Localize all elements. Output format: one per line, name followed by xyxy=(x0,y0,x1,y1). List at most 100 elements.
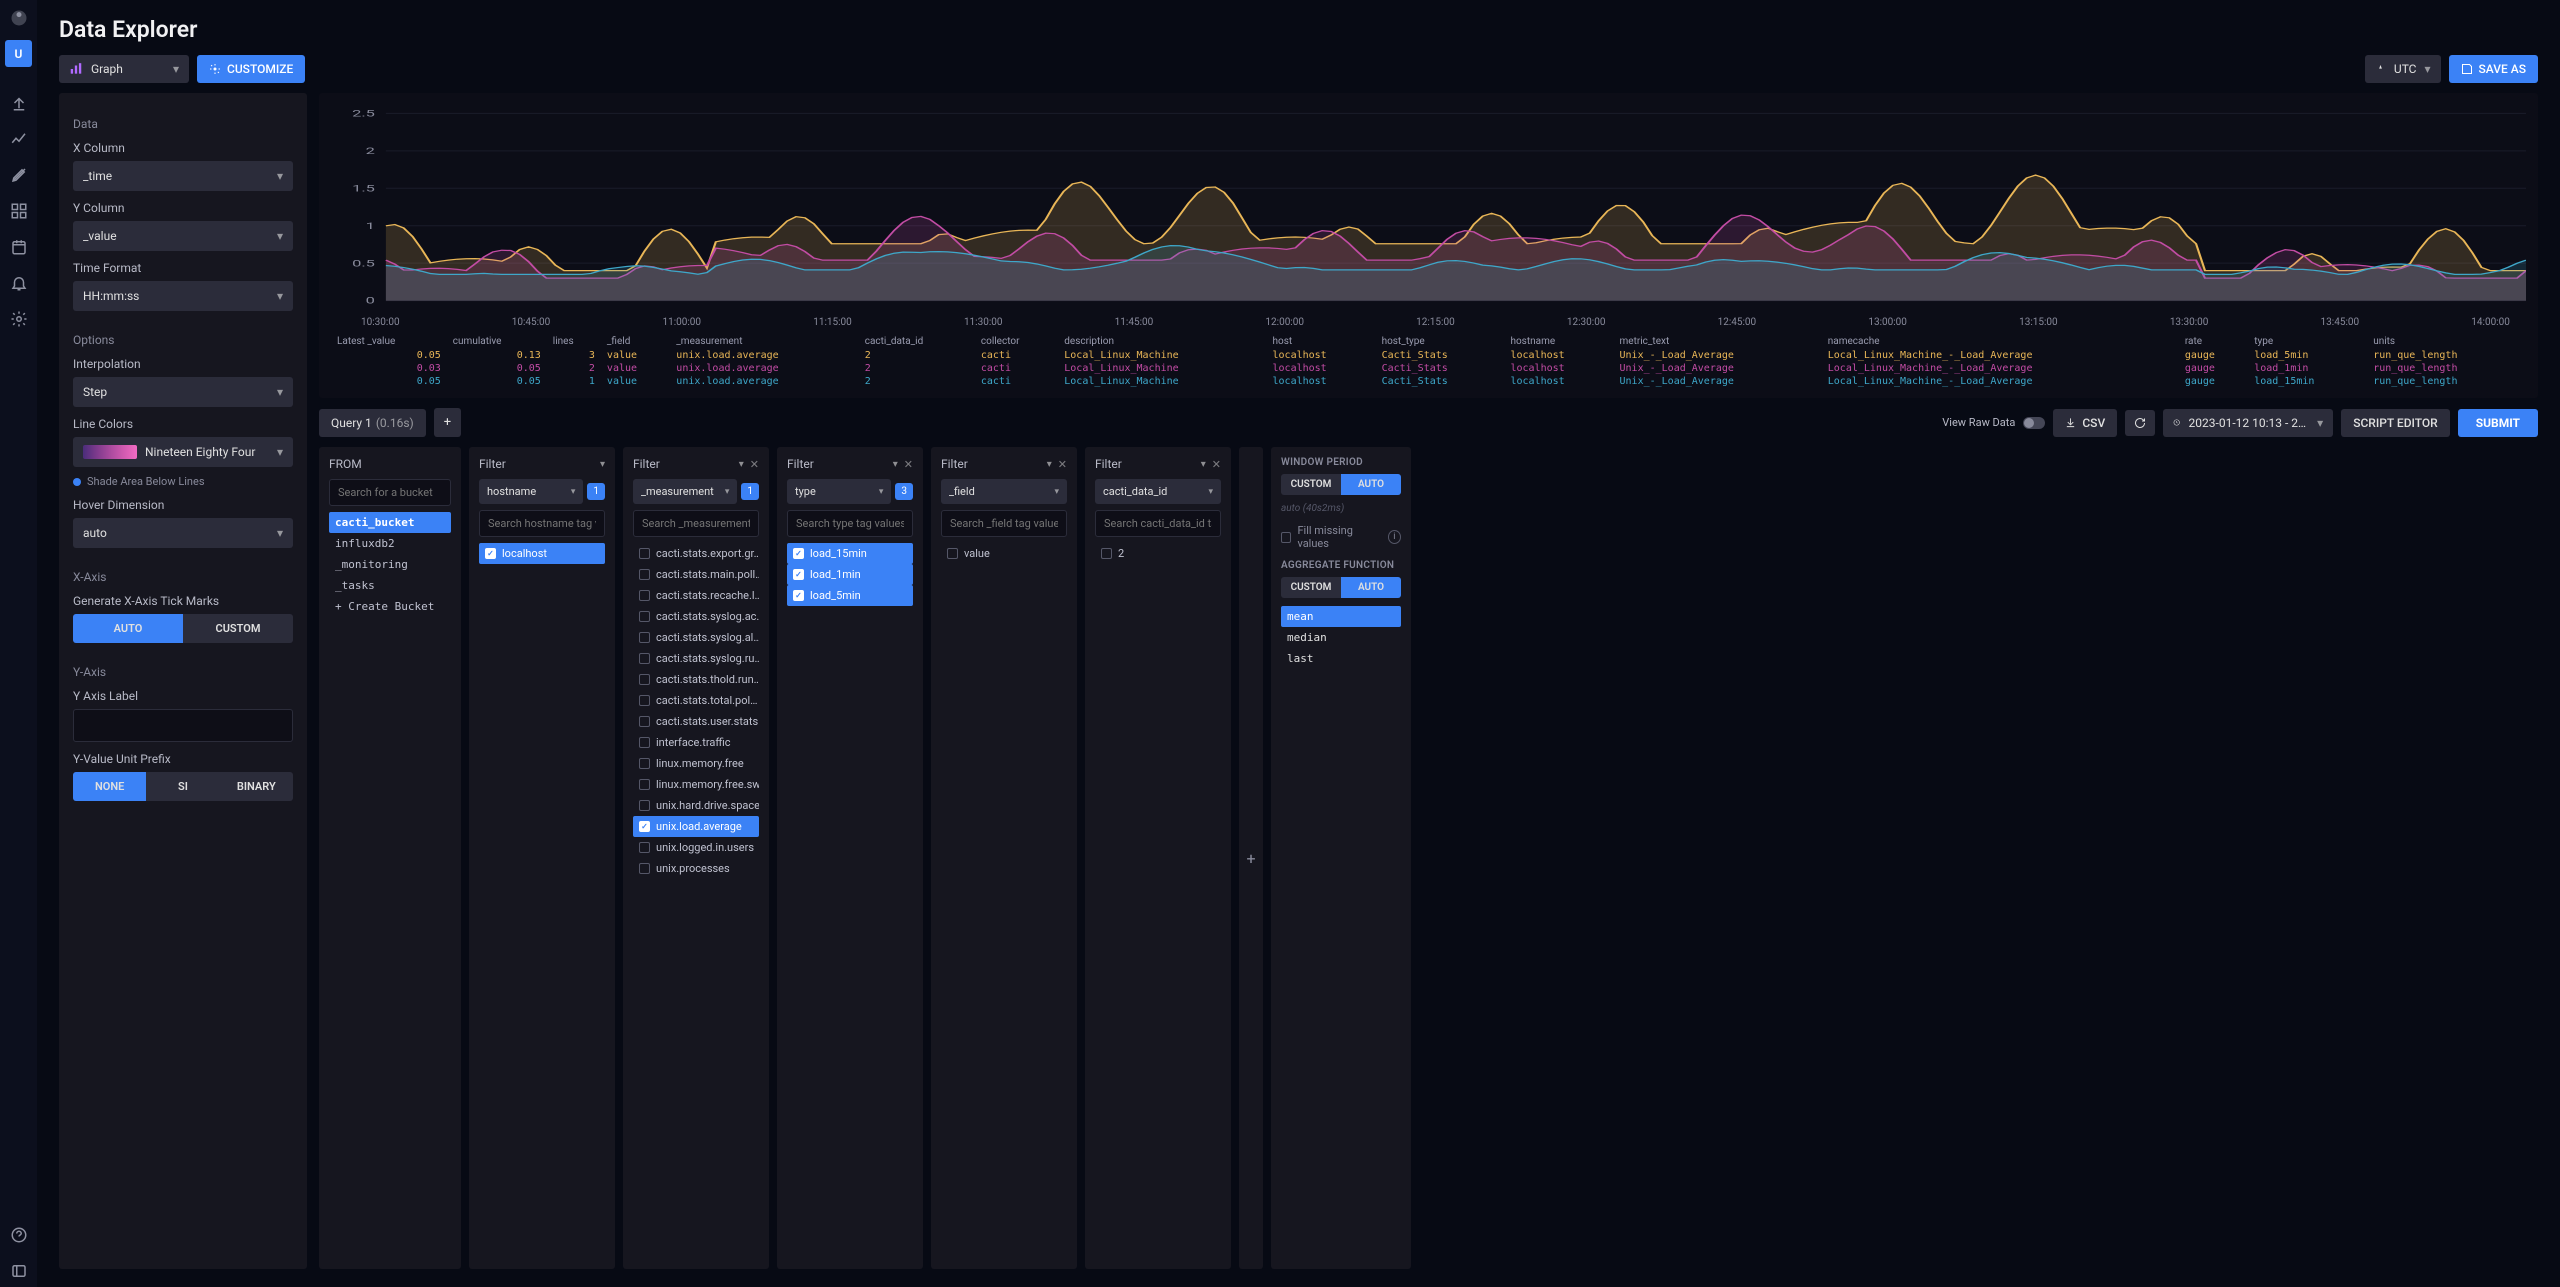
filter-key-select[interactable]: hostname▾ xyxy=(479,479,583,504)
filter-item[interactable]: 2 xyxy=(1095,543,1221,564)
filter-builder: FROM cacti_bucketinfluxdb2_monitoring_ta… xyxy=(319,447,2538,1269)
remove-filter-icon[interactable]: ✕ xyxy=(1058,458,1067,471)
filter-item[interactable]: cacti.stats.syslog.ac… xyxy=(633,606,759,627)
window-period-toggle[interactable]: CUSTOM AUTO xyxy=(1281,474,1401,495)
shade-toggle[interactable]: Shade Area Below Lines xyxy=(73,475,293,488)
time-range-select[interactable]: 2023-01-12 10:13 - 2023-01-12 1…▾ xyxy=(2163,409,2333,437)
save-as-button[interactable]: SAVE AS xyxy=(2449,55,2538,83)
hover-select[interactable]: auto▾ xyxy=(73,518,293,548)
bucket-item[interactable]: influxdb2 xyxy=(329,533,451,554)
line-chart: 2.5 2 1.5 1 0.5 0 xyxy=(331,103,2526,311)
filter-item[interactable]: cacti.stats.total.pol… xyxy=(633,690,759,711)
filter-item[interactable]: cacti.stats.syslog.al… xyxy=(633,627,759,648)
xcol-select[interactable]: _time▾ xyxy=(73,161,293,191)
filter-search[interactable] xyxy=(941,510,1067,537)
filter-item[interactable]: cacti.stats.export.gr… xyxy=(633,543,759,564)
tasks-icon[interactable] xyxy=(0,231,37,263)
timezone-select[interactable]: UTC▾ xyxy=(2365,55,2441,83)
customize-button[interactable]: CUSTOMIZE xyxy=(197,55,305,83)
filter-item[interactable]: load_15min xyxy=(787,543,913,564)
script-editor-button[interactable]: SCRIPT EDITOR xyxy=(2341,409,2450,437)
svg-text:1.5: 1.5 xyxy=(352,184,375,194)
filter-key-select[interactable]: _field▾ xyxy=(941,479,1067,504)
filter-item[interactable]: unix.load.average xyxy=(633,816,759,837)
csv-button[interactable]: CSV xyxy=(2053,409,2117,437)
help-icon[interactable] xyxy=(0,1219,37,1251)
remove-filter-icon[interactable]: ✕ xyxy=(1212,458,1221,471)
explore-icon[interactable] xyxy=(0,123,37,155)
filter-item[interactable]: linux.memory.free xyxy=(633,753,759,774)
refresh-button[interactable] xyxy=(2125,410,2155,436)
raw-data-toggle[interactable] xyxy=(2023,417,2045,429)
filter-column: Filter▾✕ _measurement▾1 cacti.stats.expo… xyxy=(623,447,769,1269)
filter-item[interactable]: unix.logged.in.users xyxy=(633,837,759,858)
filter-item[interactable]: cacti.stats.user.stats xyxy=(633,711,759,732)
fill-missing-toggle[interactable]: Fill missing valuesi xyxy=(1281,524,1401,550)
settings-icon[interactable] xyxy=(0,303,37,335)
xaxis-section-label: X-Axis xyxy=(73,570,293,584)
aggregate-fn-toggle[interactable]: CUSTOM AUTO xyxy=(1281,577,1401,598)
options-section-label: Options xyxy=(73,333,293,347)
aggregate-fn-item[interactable]: mean xyxy=(1281,606,1401,627)
aggregate-fn-item[interactable]: last xyxy=(1281,648,1401,669)
bucket-item[interactable]: + Create Bucket xyxy=(329,596,451,617)
submit-button[interactable]: SUBMIT xyxy=(2458,409,2538,437)
xtick-label: Generate X-Axis Tick Marks xyxy=(73,594,293,608)
filter-item[interactable]: cacti.stats.thold.run… xyxy=(633,669,759,690)
query-bar: Query 1 (0.16s) + View Raw Data CSV xyxy=(319,406,2538,439)
linecolors-select[interactable]: Nineteen Eighty Four▾ xyxy=(73,437,293,467)
interp-select[interactable]: Step▾ xyxy=(73,377,293,407)
palette-swatch xyxy=(83,445,137,459)
bucket-item[interactable]: _monitoring xyxy=(329,554,451,575)
viz-type-select[interactable]: Graph▾ xyxy=(59,55,189,83)
icon-sidebar: U xyxy=(0,0,37,1287)
dashboards-icon[interactable] xyxy=(0,195,37,227)
filter-item[interactable]: unix.hard.drive.space xyxy=(633,795,759,816)
xtick-toggle[interactable]: AUTO CUSTOM xyxy=(73,614,293,643)
collapse-icon[interactable] xyxy=(0,1255,37,1287)
filter-key-select[interactable]: cacti_data_id▾ xyxy=(1095,479,1221,504)
filter-item[interactable]: unix.processes xyxy=(633,858,759,879)
filter-column: Filter▾ hostname▾1 localhost xyxy=(469,447,615,1269)
filter-item[interactable]: value xyxy=(941,543,1067,564)
remove-filter-icon[interactable]: ✕ xyxy=(904,458,913,471)
remove-filter-icon[interactable]: ✕ xyxy=(750,458,759,471)
filter-search[interactable] xyxy=(1095,510,1221,537)
yprefix-toggle[interactable]: NONE SI BINARY xyxy=(73,772,293,801)
svg-text:1: 1 xyxy=(366,221,375,231)
filter-search[interactable] xyxy=(787,510,913,537)
filter-item[interactable]: load_1min xyxy=(787,564,913,585)
chart-legend: Latest _valuecumulativelines_field_measu… xyxy=(331,334,2526,388)
query-tab[interactable]: Query 1 (0.16s) xyxy=(319,409,426,437)
svg-text:2.5: 2.5 xyxy=(352,109,375,119)
filter-item[interactable]: localhost xyxy=(479,543,605,564)
filter-item[interactable]: cacti.stats.recache.l… xyxy=(633,585,759,606)
add-filter-button[interactable]: + xyxy=(1239,447,1263,1269)
filter-item[interactable]: load_5min xyxy=(787,585,913,606)
notebook-icon[interactable] xyxy=(0,159,37,191)
upload-icon[interactable] xyxy=(0,87,37,119)
filter-search[interactable] xyxy=(633,510,759,537)
alerts-icon[interactable] xyxy=(0,267,37,299)
yaxis-section-label: Y-Axis xyxy=(73,665,293,679)
ylabel-input[interactable] xyxy=(73,709,293,742)
filter-item[interactable]: interface.traffic xyxy=(633,732,759,753)
filter-key-select[interactable]: type▾ xyxy=(787,479,891,504)
timeformat-select[interactable]: HH:mm:ss▾ xyxy=(73,281,293,311)
filter-search[interactable] xyxy=(479,510,605,537)
logo-icon xyxy=(9,8,29,28)
avatar[interactable]: U xyxy=(5,40,32,67)
ycol-select[interactable]: _value▾ xyxy=(73,221,293,251)
bucket-item[interactable]: _tasks xyxy=(329,575,451,596)
filter-item[interactable]: linux.memory.free.swap xyxy=(633,774,759,795)
raw-data-label: View Raw Data xyxy=(1942,416,2015,429)
filter-item[interactable]: cacti.stats.syslog.ru… xyxy=(633,648,759,669)
xcol-label: X Column xyxy=(73,141,293,155)
bucket-item[interactable]: cacti_bucket xyxy=(329,512,451,533)
bucket-search[interactable] xyxy=(329,479,451,506)
filter-key-select[interactable]: _measurement▾ xyxy=(633,479,737,504)
filter-column: Filter▾✕ type▾3 load_15minload_1minload_… xyxy=(777,447,923,1269)
filter-item[interactable]: cacti.stats.main.poll… xyxy=(633,564,759,585)
add-query-button[interactable]: + xyxy=(434,408,461,437)
aggregate-fn-item[interactable]: median xyxy=(1281,627,1401,648)
